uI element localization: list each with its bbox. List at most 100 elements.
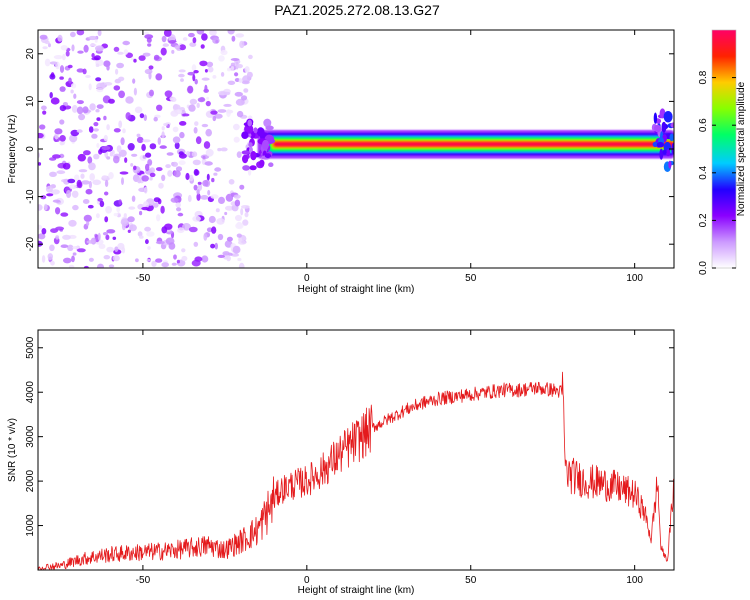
- noise-speckle: [108, 98, 115, 104]
- y-tick-label: 1000: [25, 514, 36, 537]
- noise-speckle: [175, 202, 181, 208]
- noise-speckle: [189, 174, 194, 182]
- noise-speckle: [168, 40, 177, 43]
- noise-speckle: [96, 104, 104, 109]
- snr-x-label: Height of straight line (km): [298, 585, 415, 596]
- colorbar-frame: [711, 29, 737, 269]
- noise-speckle: [225, 205, 234, 211]
- band-tail-blob: [666, 149, 671, 157]
- noise-speckle: [247, 168, 252, 176]
- noise-speckle: [200, 44, 205, 49]
- noise-speckle: [142, 139, 151, 143]
- noise-speckle: [139, 235, 144, 239]
- noise-speckle: [145, 163, 150, 172]
- noise-speckle: [212, 115, 217, 122]
- signal-band-layer: [274, 142, 674, 147]
- noise-speckle: [149, 89, 154, 97]
- noise-speckle: [41, 255, 46, 263]
- noise-speckle: [141, 143, 146, 152]
- noise-speckle: [40, 195, 47, 200]
- noise-speckle: [130, 163, 134, 167]
- noise-speckle: [53, 55, 63, 60]
- noise-speckle: [116, 145, 122, 153]
- y-tick-label: 5000: [25, 336, 36, 359]
- noise-speckle: [156, 104, 163, 112]
- y-tick-label: 20: [25, 48, 36, 60]
- noise-speckle: [111, 150, 115, 155]
- noise-speckle: [156, 214, 161, 222]
- noise-speckle: [121, 177, 124, 186]
- noise-speckle: [59, 76, 64, 80]
- noise-speckle: [234, 72, 239, 77]
- noise-speckle: [60, 212, 69, 217]
- noise-speckle: [172, 136, 181, 144]
- noise-speckle: [217, 109, 227, 113]
- noise-speckle: [113, 155, 120, 164]
- noise-speckle: [172, 104, 181, 111]
- spectrogram-signal-band: [241, 108, 674, 172]
- spectrogram-y-label: Frequency (Hz): [7, 115, 18, 184]
- noise-speckle: [223, 91, 231, 96]
- band-tail-blob: [668, 160, 672, 169]
- noise-speckle: [50, 260, 55, 266]
- noise-speckle: [85, 75, 91, 78]
- noise-speckle: [230, 58, 240, 61]
- noise-speckle: [239, 40, 245, 49]
- x-tick-label: 0: [304, 273, 310, 284]
- noise-speckle: [67, 178, 76, 184]
- noise-speckle: [67, 64, 73, 69]
- y-tick-label: -20: [25, 237, 36, 252]
- noise-speckle: [206, 173, 210, 181]
- noise-speckle: [112, 255, 120, 262]
- y-tick-label: -10: [25, 189, 36, 204]
- noise-speckle: [76, 106, 84, 115]
- noise-speckle: [211, 226, 217, 234]
- noise-speckle: [117, 51, 124, 55]
- band-onset-blob: [247, 119, 252, 127]
- noise-speckle: [197, 181, 202, 185]
- noise-speckle: [162, 43, 169, 47]
- noise-speckle: [89, 103, 96, 111]
- x-tick-label: 100: [626, 575, 643, 586]
- noise-speckle: [193, 127, 198, 134]
- noise-speckle: [133, 87, 137, 96]
- noise-speckle: [41, 228, 47, 235]
- noise-speckle: [113, 128, 121, 133]
- noise-speckle: [182, 223, 191, 231]
- noise-speckle: [153, 54, 160, 61]
- band-tail-blob: [669, 133, 674, 142]
- noise-speckle: [95, 77, 102, 82]
- snr-series-line: [38, 371, 674, 570]
- noise-speckle: [102, 232, 108, 236]
- noise-speckle: [202, 180, 209, 187]
- noise-speckle: [194, 78, 198, 85]
- noise-speckle: [132, 78, 136, 84]
- noise-speckle: [57, 34, 63, 42]
- noise-speckle: [227, 30, 235, 35]
- noise-speckle: [120, 137, 125, 146]
- noise-speckle: [215, 208, 220, 213]
- snr-ticks: -50 0 50 100 1000 2000 3000 4000 5000: [25, 330, 674, 586]
- noise-speckle: [191, 151, 198, 157]
- noise-speckle: [72, 252, 77, 256]
- noise-speckle: [177, 212, 184, 217]
- noise-speckle: [105, 234, 110, 241]
- x-tick-label: 100: [626, 273, 643, 284]
- noise-speckle: [106, 124, 110, 131]
- noise-speckle: [113, 85, 121, 91]
- noise-speckle: [204, 84, 208, 93]
- noise-speckle: [82, 106, 89, 114]
- band-onset-blob: [249, 165, 257, 171]
- noise-speckle: [123, 49, 129, 55]
- noise-speckle: [240, 95, 248, 101]
- noise-speckle: [122, 128, 126, 134]
- noise-speckle: [164, 223, 173, 230]
- snr-y-label: SNR (10 * v/v): [7, 418, 18, 482]
- noise-speckle: [238, 78, 243, 83]
- noise-speckle: [76, 68, 85, 73]
- noise-speckle: [103, 134, 108, 142]
- snr-frame: [37, 329, 675, 571]
- colorbar-gradient: [712, 30, 736, 268]
- noise-speckle: [239, 184, 245, 190]
- noise-speckle: [86, 240, 95, 244]
